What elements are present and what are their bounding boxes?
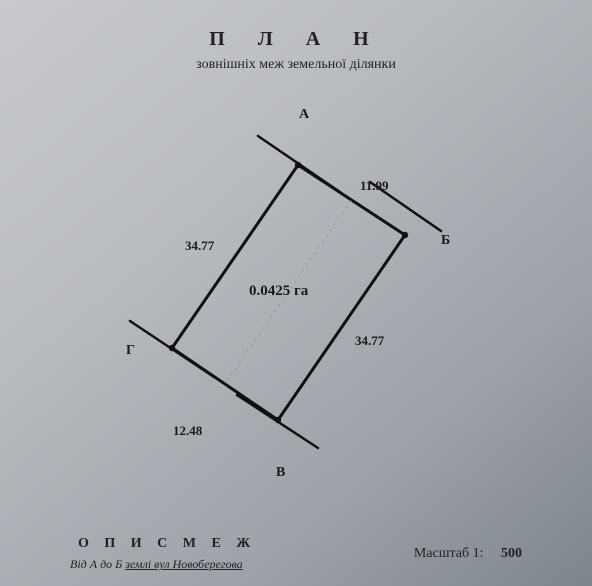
vertex-label-A: А <box>299 107 309 123</box>
boundary-desc-title: О П И С М Е Ж <box>78 536 256 552</box>
plot-diagram: А Б В Г 11.99 34.77 12.48 34.77 0.0425 г… <box>0 73 592 493</box>
scale-label: Масштаб 1: 500 <box>414 546 522 562</box>
page-subtitle: зовнішніх меж земельної ділянки <box>0 57 592 73</box>
vertex-label-B: Б <box>441 233 450 249</box>
area-label: 0.0425 га <box>249 283 308 300</box>
dimension-GA: 34.77 <box>185 238 214 254</box>
vertex-label-G: Г <box>126 343 135 359</box>
scale-text: Масштаб 1: <box>414 546 484 561</box>
boundary-desc-underlined: землі вул Новоберегова <box>125 557 242 571</box>
boundary-desc-prefix: Від А до Б <box>70 557 125 571</box>
page-title: П Л А Н <box>0 0 592 51</box>
dimension-VG: 12.48 <box>173 423 202 439</box>
vertex-label-V: В <box>276 465 285 481</box>
dimension-AB: 11.99 <box>360 178 389 194</box>
dimension-BV: 34.77 <box>355 333 384 349</box>
scale-value: 500 <box>501 546 522 561</box>
boundary-desc-line: Від А до Б землі вул Новоберегова <box>70 557 243 572</box>
